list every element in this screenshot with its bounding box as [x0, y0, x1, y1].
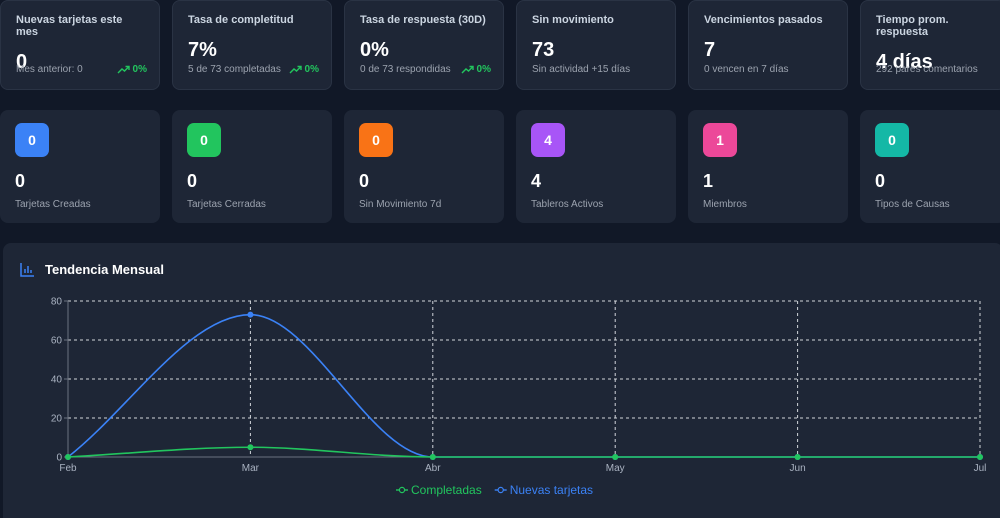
kpi-trend: 0% [461, 64, 491, 75]
stat-card-cause-types: 0 0 Tipos de Causas [860, 110, 1000, 223]
bar-chart-icon [20, 263, 34, 277]
x-tick-label: Feb [59, 463, 77, 474]
kpi-trend: 0% [117, 64, 147, 75]
trending-up-icon [461, 65, 474, 74]
data-point [794, 454, 801, 460]
data-point [65, 454, 71, 460]
legend-entry: Nuevas tarjetas [510, 483, 593, 497]
stat-card-active-boards: 4 4 Tableros Activos [516, 110, 676, 223]
y-tick-label: 80 [51, 297, 63, 308]
stat-badge: 0 [359, 123, 393, 157]
stat-badge: 0 [15, 123, 49, 157]
kpi-value: 73 [532, 39, 555, 61]
stat-value: 0 [15, 171, 26, 191]
kpi-subtext: Sin actividad +15 días [532, 64, 631, 75]
kpi-card-avg-response-time: Tiempo prom. respuesta 4 días 292 pares … [860, 0, 1000, 90]
stat-badge: 1 [703, 123, 737, 157]
panel-title: Tendencia Mensual [45, 262, 164, 277]
stat-badge: 0 [187, 123, 221, 157]
kpi-value: 0% [360, 39, 389, 61]
legend-marker-icon [497, 486, 504, 494]
kpi-value: 4 días [876, 51, 933, 73]
stat-value: 0 [875, 171, 886, 191]
kpi-card-response-rate: Tasa de respuesta (30D) 0% 0 de 73 respo… [344, 0, 504, 90]
kpi-value: 0 [16, 51, 28, 73]
stat-card-cards-closed: 0 0 Tarjetas Cerradas [172, 110, 332, 223]
kpi-subtext: 0 vencen en 7 días [704, 64, 789, 75]
trending-up-icon [289, 65, 302, 74]
stat-label: Tarjetas Cerradas [187, 199, 266, 210]
monthly-trend-chart: 0 20 40 60 80 Feb Mar Abr May Jun Jul Completadas Nu… [51, 297, 987, 498]
data-point [247, 444, 254, 451]
kpi-subtext: Mes anterior: 0 [16, 64, 83, 75]
stat-card-no-movement-7d: 0 0 Sin Movimiento 7d [344, 110, 504, 223]
stat-value: 1 [703, 171, 714, 191]
kpi-trend: 0% [289, 64, 319, 75]
kpi-title: Nuevas tarjetas este mes [16, 14, 123, 38]
stat-card-members: 1 1 Miembros [688, 110, 848, 223]
kpi-value: 7% [188, 39, 217, 61]
stat-value: 0 [187, 171, 198, 191]
stat-badge: 0 [875, 123, 909, 157]
x-tick-label: Jul [974, 463, 987, 474]
kpi-title: Tasa de completitud [188, 14, 294, 26]
x-tick-label: Mar [242, 463, 260, 474]
stat-card-cards-created: 0 0 Tarjetas Creadas [0, 110, 160, 223]
data-point [247, 311, 254, 318]
x-tick-label: Abr [425, 463, 441, 474]
stat-label: Tarjetas Creadas [15, 199, 91, 210]
x-tick-label: May [606, 463, 625, 474]
data-point [612, 454, 619, 460]
stat-label: Sin Movimiento 7d [359, 199, 442, 210]
y-tick-label: 20 [51, 414, 63, 425]
stat-label: Tableros Activos [531, 199, 604, 210]
kpi-card-new-cards: Nuevas tarjetas este mes 0 Mes anterior:… [0, 0, 160, 90]
kpi-title: Tasa de respuesta (30D) [360, 14, 486, 26]
kpi-card-completion-rate: Tasa de completitud 7% 5 de 73 completad… [172, 0, 332, 90]
kpi-subtext: 5 de 73 completadas [188, 64, 281, 75]
kpi-value: 7 [704, 39, 716, 61]
stat-value: 4 [531, 171, 542, 191]
kpi-title: Tiempo prom. respuesta [876, 14, 949, 38]
legend-marker-icon [398, 486, 406, 494]
kpi-trend-value: 0% [132, 64, 147, 75]
kpi-card-no-movement: Sin movimiento 73 Sin actividad +15 días [516, 0, 676, 90]
series-line [67, 313, 980, 458]
series-line [67, 446, 980, 458]
kpi-subtext: 0 de 73 respondidas [360, 64, 451, 75]
y-tick-label: 40 [51, 375, 63, 386]
stat-label: Tipos de Causas [875, 199, 950, 210]
kpi-title: Sin movimiento [532, 14, 614, 26]
y-tick-label: 0 [56, 453, 62, 464]
kpi-subtext: 292 pares comentarios [876, 64, 978, 75]
stat-label: Miembros [703, 199, 747, 210]
stat-value: 0 [359, 171, 370, 191]
panel-header: Tendencia Mensual [20, 262, 164, 277]
stat-badge: 4 [531, 123, 565, 157]
kpi-card-past-due: Vencimientos pasados 7 0 vencen en 7 día… [688, 0, 848, 90]
kpi-trend-value: 0% [304, 64, 319, 75]
data-point [429, 454, 436, 460]
trending-up-icon [117, 65, 130, 74]
kpi-trend-value: 0% [476, 64, 491, 75]
data-point [977, 454, 983, 460]
monthly-trend-panel: 0 20 40 60 80 Feb Mar Abr May Jun Jul Completadas Nu… [3, 243, 1000, 518]
legend-entry: Completadas [411, 483, 482, 497]
x-tick-label: Jun [790, 463, 806, 474]
kpi-title: Vencimientos pasados [704, 14, 823, 26]
y-tick-label: 60 [51, 336, 63, 347]
